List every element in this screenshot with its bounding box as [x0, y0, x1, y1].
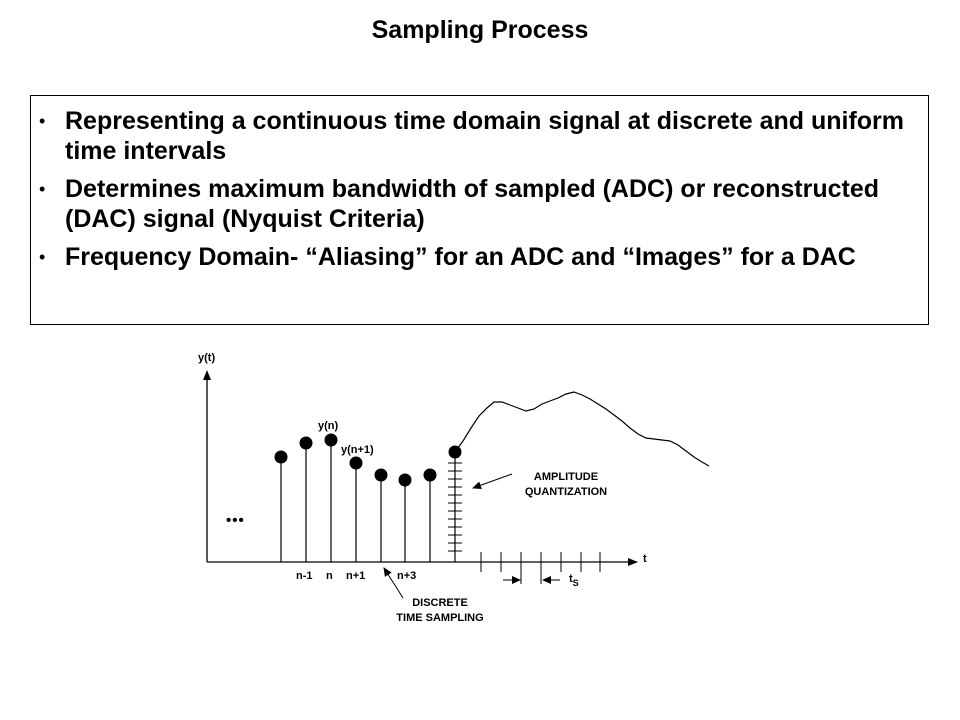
- tick-label: n+1: [346, 570, 365, 582]
- sample-point: [423, 468, 437, 482]
- bullet-box: • Representing a continuous time domain …: [30, 95, 929, 325]
- ts-label: tS: [569, 573, 579, 588]
- bullet-list: • Representing a continuous time domain …: [39, 106, 908, 272]
- discrete-time-label: TIME SAMPLING: [396, 612, 483, 624]
- x-axis-label: t: [643, 553, 647, 565]
- sample-point: [274, 450, 288, 464]
- bullet-text: Frequency Domain- “Aliasing” for an ADC …: [65, 243, 856, 271]
- y-axis-label: y(t): [198, 352, 215, 364]
- amplitude-quantization-ticks: [448, 462, 462, 552]
- bullet-text: Determines maximum bandwidth of sampled …: [65, 175, 880, 233]
- bullet-dot-icon: •: [39, 111, 46, 131]
- amplitude-quantization-label: AMPLITUDE: [534, 471, 598, 483]
- sample-point: [398, 473, 412, 487]
- time-ticks: [480, 552, 601, 584]
- sample-point: [374, 468, 388, 482]
- tick-label: n: [326, 570, 333, 582]
- sample-stems: [280, 440, 456, 562]
- bullet-dot-icon: •: [39, 179, 46, 199]
- amplitude-quantization-label: QUANTIZATION: [525, 486, 607, 498]
- sample-label-yn: y(n): [318, 420, 339, 432]
- sample-dots: [274, 433, 462, 487]
- ellipsis: •••: [226, 512, 245, 529]
- y-axis-arrow-icon: [203, 370, 211, 380]
- bullet-dot-icon: •: [39, 247, 46, 267]
- bullet-item: • Determines maximum bandwidth of sample…: [39, 174, 908, 234]
- sample-point: [324, 433, 338, 447]
- sample-point: [349, 456, 363, 470]
- sample-point: [299, 436, 313, 450]
- discrete-pointer-arrow: [383, 567, 404, 599]
- discrete-time-label: DISCRETE: [412, 597, 468, 609]
- bullet-item: • Frequency Domain- “Aliasing” for an AD…: [39, 242, 908, 272]
- bullet-text: Representing a continuous time domain si…: [65, 107, 905, 165]
- tick-label: n-1: [296, 570, 313, 582]
- continuous-signal-curve: [454, 391, 710, 467]
- amplitude-pointer-arrow: [472, 473, 513, 490]
- x-axis-arrow-icon: [628, 558, 638, 566]
- slide-title: Sampling Process: [371, 16, 589, 44]
- sample-label-yn1: y(n+1): [341, 444, 374, 456]
- bullet-item: • Representing a continuous time domain …: [39, 106, 908, 166]
- tick-label: n+3: [397, 570, 416, 582]
